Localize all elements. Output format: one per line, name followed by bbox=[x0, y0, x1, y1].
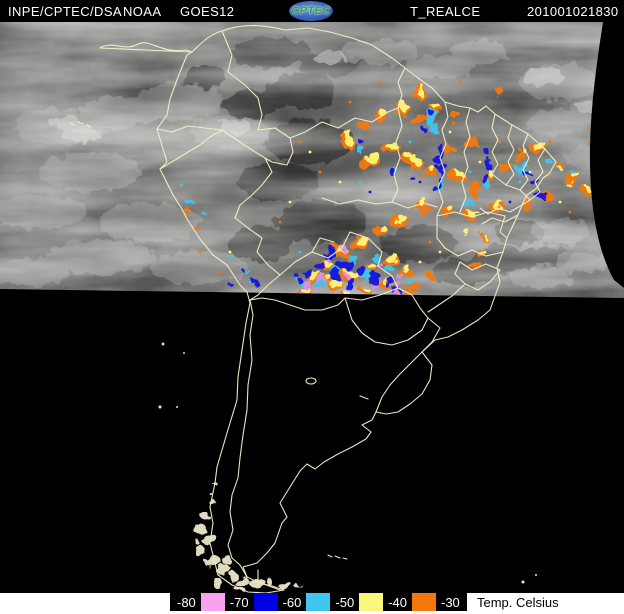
legend-tick: -50 bbox=[335, 594, 355, 610]
timestamp-label: 201001021830 bbox=[527, 4, 619, 19]
agency-label: NOAA bbox=[123, 4, 162, 19]
isolated-cloud-dots bbox=[158, 342, 537, 584]
satellite-swath bbox=[0, 22, 624, 298]
satellite-map bbox=[0, 22, 624, 593]
source-label: INPE/CPTEC/DSA bbox=[8, 4, 122, 19]
legend-tick: -60 bbox=[282, 594, 302, 610]
legend-swatch-pink bbox=[200, 593, 225, 611]
temperature-legend: -80 -70 -60 -50 -40 -30 bbox=[170, 593, 467, 611]
legend-tick: -40 bbox=[388, 594, 407, 610]
legend-tick: -30 bbox=[440, 594, 460, 610]
country-borders bbox=[69, 25, 557, 593]
legend-swatch-blue bbox=[253, 593, 278, 611]
legend-tick: -80 bbox=[177, 594, 196, 610]
cptec-logo-icon: CPTEC bbox=[289, 1, 333, 21]
legend-swatch-orange bbox=[411, 593, 436, 611]
legend-strip: -80 -70 -60 -50 -40 -30 Temp. Celsius bbox=[0, 593, 624, 614]
cptec-logo-text: CPTEC bbox=[291, 5, 331, 17]
legend-title: Temp. Celsius bbox=[477, 595, 559, 610]
enhancement-speckles bbox=[198, 80, 572, 284]
header-bar: INPE/CPTEC/DSA NOAA GOES12 CPTEC T_REALC… bbox=[0, 0, 624, 22]
legend-swatch-yellow bbox=[359, 593, 384, 611]
legend-tick: -70 bbox=[229, 594, 249, 610]
legend-swatch-cyan bbox=[306, 593, 331, 611]
enhancement-pink-layer bbox=[299, 244, 402, 296]
product-label: T_REALCE bbox=[410, 4, 481, 19]
south-cloud-speckles bbox=[192, 482, 299, 592]
satellite-label: GOES12 bbox=[180, 4, 235, 19]
